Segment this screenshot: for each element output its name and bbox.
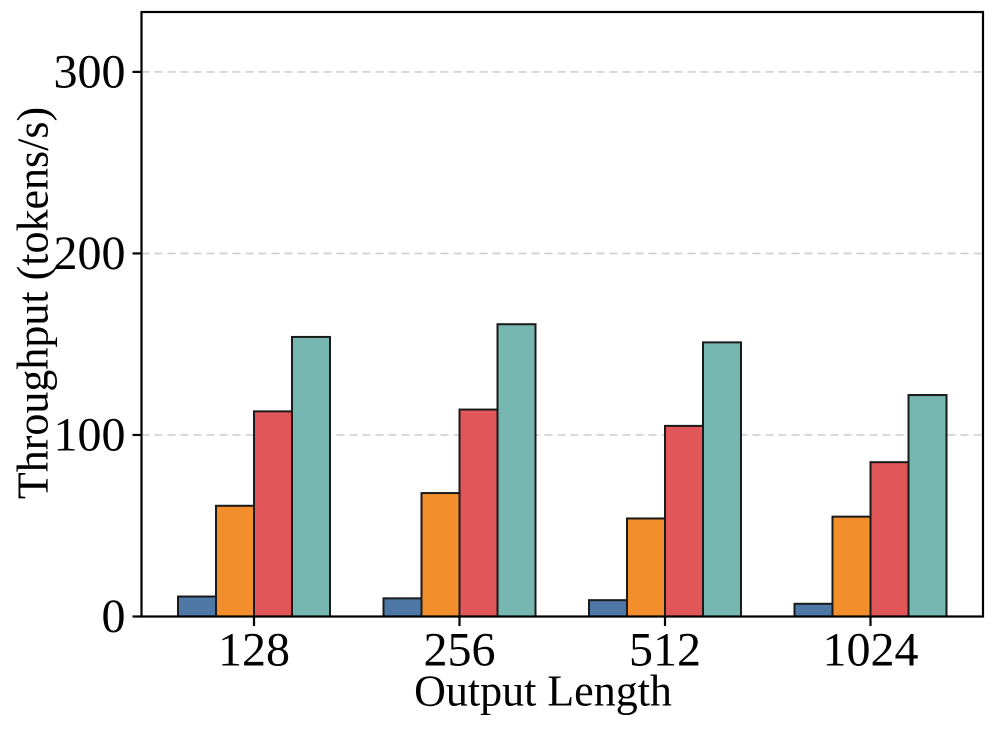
y-tick-label-300: 300: [54, 45, 126, 98]
bar-red-128: [253, 410, 293, 618]
bars: [177, 323, 948, 618]
bar-teal-1024: [907, 394, 948, 618]
x-axis-label: Output Length: [414, 667, 672, 716]
bar-blue-256: [382, 597, 423, 618]
x-tick-label-512: 512: [629, 624, 701, 677]
x-tick-label-128: 128: [218, 624, 290, 677]
y-axis-label: Throughput (tokens/s): [9, 107, 58, 499]
gridlines: [141, 71, 983, 436]
bar-teal-512: [702, 341, 742, 618]
y-tick-label-100: 100: [54, 408, 126, 461]
bar-teal-256: [496, 323, 537, 618]
y-tick-label-200: 200: [54, 227, 126, 280]
bar-orange-128: [215, 504, 255, 618]
bar-red-1024: [869, 461, 910, 618]
y-axis-ticks: 0 100 200 300: [54, 45, 142, 643]
bar-red-256: [458, 408, 499, 618]
bar-blue-128: [177, 595, 217, 618]
plot-border: [140, 10, 985, 618]
bar-red-512: [664, 424, 704, 618]
bar-teal-128: [291, 335, 331, 618]
y-tick-label-0: 0: [102, 590, 126, 643]
bar-blue-512: [588, 599, 628, 618]
x-tick-label-1024: 1024: [823, 624, 919, 677]
bar-blue-1024: [793, 602, 834, 618]
x-axis-ticks: 128 256 512 1024: [218, 616, 919, 677]
bar-orange-256: [420, 492, 461, 618]
x-tick-label-256: 256: [424, 624, 496, 677]
bar-orange-512: [626, 517, 666, 618]
bar-orange-1024: [831, 515, 872, 618]
